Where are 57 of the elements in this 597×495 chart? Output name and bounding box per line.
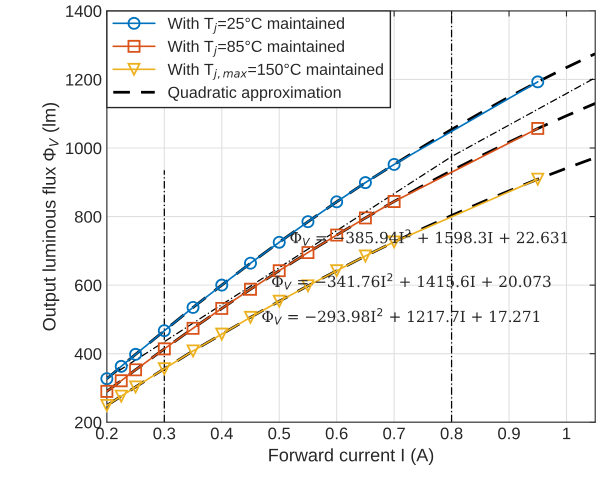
x-tick-label: 1 [563, 428, 570, 440]
point [244, 310, 257, 324]
point [531, 75, 544, 88]
y-tick-label: 1000 [66, 142, 102, 154]
point [358, 250, 372, 262]
legend-label: With T$_{j}$=85°C maintained [168, 40, 344, 57]
point [244, 256, 257, 270]
y-tick-label: 200 [75, 416, 102, 428]
point [531, 122, 544, 135]
point [158, 324, 171, 338]
x-tick-label: 0.2 [96, 428, 118, 440]
point [114, 374, 128, 388]
y-tick-label: 600 [75, 280, 102, 292]
point [186, 322, 200, 335]
point [100, 384, 114, 398]
point [301, 215, 314, 228]
point [388, 195, 401, 208]
x-tick-label: 0.3 [153, 428, 176, 440]
point [100, 398, 114, 412]
x-axis-title: Forward current I (A) [269, 448, 434, 466]
legend-label: With T$_{j}$=25°C maintained [168, 17, 344, 34]
x-tick-label: 0.8 [440, 428, 462, 440]
annotation: Φ$_{V}$ = −293.98I$^{2}$ + 1217.7I + 17.271 [262, 308, 540, 324]
point [358, 211, 372, 224]
point [129, 348, 142, 361]
point [388, 158, 401, 171]
y-tick-label: 800 [74, 210, 102, 223]
x-tick-label: 0.4 [210, 428, 233, 440]
point [158, 362, 171, 376]
x-tick-label: 0.5 [268, 428, 290, 440]
x-tick-label: 0.6 [326, 428, 348, 440]
point [114, 360, 128, 373]
point [215, 328, 228, 341]
point [129, 380, 142, 394]
legend-label: Quadratic approximation [168, 86, 341, 102]
point [531, 172, 544, 186]
point [129, 363, 142, 376]
point [215, 278, 228, 292]
point [244, 282, 257, 296]
point [100, 372, 114, 386]
y-tick-label: 400 [74, 348, 102, 360]
x-tick-label: 0.9 [498, 428, 520, 440]
y-tick-label: 1400 [66, 5, 102, 18]
point [114, 390, 128, 403]
point [272, 294, 286, 308]
y-tick-label: 1200 [66, 74, 102, 86]
point [186, 300, 200, 314]
point [186, 344, 200, 358]
point [272, 236, 286, 249]
point [358, 176, 372, 190]
point [158, 342, 171, 356]
point [215, 302, 228, 315]
x-tick-label: 0.7 [383, 428, 405, 440]
point [330, 195, 344, 208]
point [301, 246, 314, 260]
y-axis-title: Output luminous flux Φ$_{V}$ (lm) [42, 103, 60, 330]
legend-label: With T$_{j,max}$=150°C maintained [168, 63, 383, 80]
